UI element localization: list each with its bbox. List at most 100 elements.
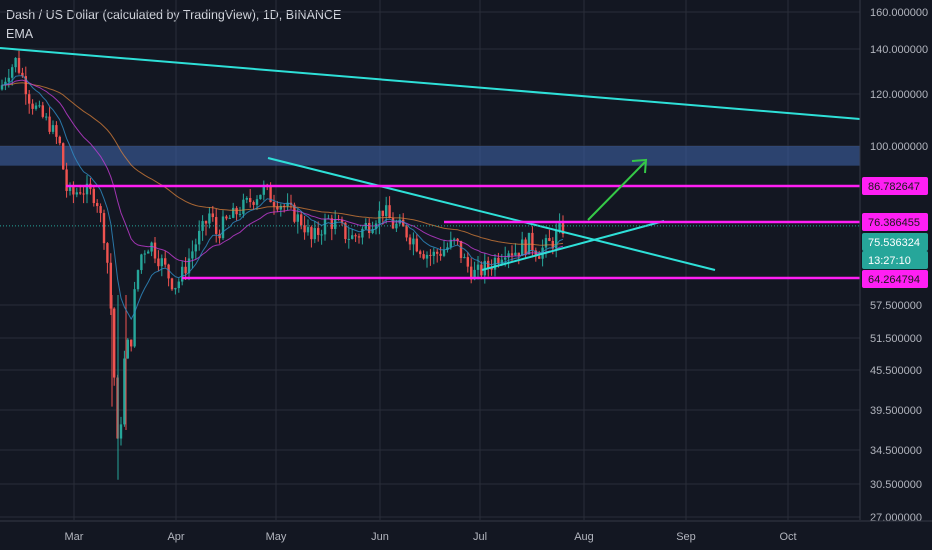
price-axis: 160.000000 140.000000 120.000000 100.000000… bbox=[859, 0, 932, 550]
drawings bbox=[0, 47, 861, 280]
candle-body bbox=[55, 125, 58, 137]
candle-body bbox=[483, 260, 486, 276]
candle-body bbox=[65, 169, 68, 191]
price-tick: 160.000000 bbox=[870, 7, 928, 19]
candle-body bbox=[157, 258, 160, 267]
candle-body bbox=[476, 264, 480, 270]
candle-body bbox=[198, 230, 201, 245]
candle-body bbox=[555, 230, 558, 249]
candle-body bbox=[272, 202, 276, 207]
price-tick: 140.000000 bbox=[870, 44, 928, 56]
candle-body bbox=[371, 229, 374, 233]
time-tick: Mar bbox=[65, 531, 84, 543]
candle-body bbox=[245, 197, 248, 200]
price-tick: 100.000000 bbox=[870, 141, 928, 153]
candle-body bbox=[201, 221, 204, 231]
candle-body bbox=[126, 339, 129, 359]
price-label-badge bbox=[862, 177, 928, 195]
candle-body bbox=[453, 238, 456, 240]
candle-body bbox=[72, 185, 75, 195]
candle-body bbox=[113, 308, 116, 378]
candle-body bbox=[391, 218, 395, 229]
candle-body bbox=[106, 243, 109, 263]
candle-body bbox=[11, 67, 14, 78]
candle-body bbox=[538, 256, 541, 259]
candle-body bbox=[490, 267, 493, 270]
candle-body bbox=[415, 238, 418, 252]
candle-body bbox=[408, 237, 412, 245]
candle-body bbox=[286, 202, 289, 207]
candle-body bbox=[487, 260, 490, 268]
indicator-label[interactable]: EMA bbox=[6, 27, 34, 41]
candle-body bbox=[531, 232, 534, 251]
candle-body bbox=[34, 105, 38, 109]
candle-body bbox=[347, 238, 350, 240]
candle-body bbox=[164, 258, 167, 265]
candle-body bbox=[313, 228, 316, 240]
candle-body bbox=[228, 217, 231, 219]
candle-body bbox=[412, 238, 415, 245]
candle-body bbox=[456, 238, 459, 241]
candle-body bbox=[136, 270, 140, 290]
candle-body bbox=[429, 254, 432, 256]
candle-body bbox=[48, 116, 51, 132]
price-label-text: 13:27:10 bbox=[868, 255, 911, 267]
ema-line-orange bbox=[1, 82, 564, 246]
candle-body bbox=[296, 214, 299, 222]
candle-body bbox=[510, 253, 514, 256]
price-tick: 51.500000 bbox=[870, 333, 922, 345]
ema-line-blue bbox=[1, 75, 564, 321]
candle-body bbox=[521, 239, 524, 256]
candle-body bbox=[133, 289, 136, 347]
time-tick: Jul bbox=[473, 531, 487, 543]
candle-body bbox=[28, 94, 31, 104]
candle-body bbox=[364, 222, 367, 229]
candle-body bbox=[504, 257, 507, 260]
candle-body bbox=[558, 221, 561, 231]
candle-body bbox=[480, 264, 483, 276]
candle-body bbox=[425, 254, 429, 259]
candle-body bbox=[446, 247, 449, 250]
price-label-text: 86.782647 bbox=[868, 181, 920, 193]
candle-body bbox=[24, 76, 27, 95]
price-tick: 39.500000 bbox=[870, 405, 922, 417]
price-tick: 57.500000 bbox=[870, 300, 922, 312]
price-label-badge bbox=[862, 213, 928, 231]
candle-body bbox=[7, 77, 10, 82]
candle-body bbox=[432, 251, 435, 256]
candle-body bbox=[422, 254, 425, 259]
candle-body bbox=[442, 249, 446, 256]
candle-body bbox=[303, 225, 306, 233]
candle-body bbox=[170, 278, 174, 290]
candle-body bbox=[344, 222, 347, 240]
candle-body bbox=[269, 185, 272, 203]
candle-body bbox=[221, 216, 225, 239]
candle-body bbox=[405, 226, 408, 238]
candle-body bbox=[235, 207, 238, 215]
candle-body bbox=[466, 257, 469, 267]
candle-body bbox=[174, 288, 177, 290]
candle-body bbox=[45, 116, 48, 118]
candle-body bbox=[51, 125, 55, 132]
candle-body bbox=[140, 254, 143, 271]
candle-body bbox=[524, 239, 527, 255]
candle-body bbox=[497, 257, 500, 264]
candle-body bbox=[334, 218, 337, 229]
candle-body bbox=[306, 227, 310, 233]
candle-body bbox=[38, 105, 41, 107]
candle-body bbox=[381, 210, 384, 217]
candle-body bbox=[439, 253, 442, 256]
candle-body bbox=[351, 235, 354, 239]
candle-body bbox=[31, 103, 34, 109]
price-label-text: 64.264794 bbox=[868, 274, 920, 286]
candle-body bbox=[102, 213, 106, 244]
time-axis: Mar Apr May Jun Jul Aug Sep Oct bbox=[0, 520, 932, 543]
candle-body bbox=[153, 242, 157, 259]
candle-body bbox=[4, 81, 7, 86]
candle-body bbox=[21, 72, 24, 77]
candle-body bbox=[402, 219, 405, 227]
candle-body bbox=[249, 197, 252, 203]
candle-body bbox=[368, 222, 371, 233]
candle-body bbox=[300, 214, 303, 226]
